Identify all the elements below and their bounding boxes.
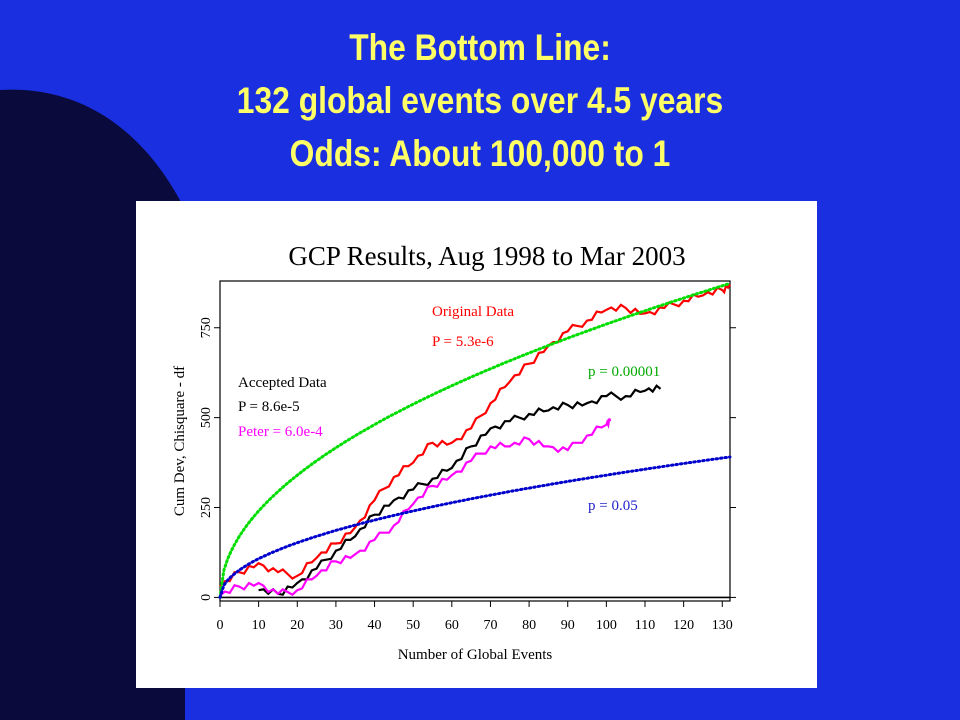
slide-title-line-1: The Bottom Line: xyxy=(349,27,611,68)
y-tick-label: 250 xyxy=(199,497,214,518)
series-layer xyxy=(218,282,732,599)
plot-frame xyxy=(219,280,731,602)
x-tick-label: 40 xyxy=(368,618,382,633)
x-tick-label: 20 xyxy=(290,618,304,633)
slide-title-line-3: Odds: About 100,000 to 1 xyxy=(289,133,671,174)
y-axis: 0 250 500 750 xyxy=(199,317,736,601)
x-tick-label: 10 xyxy=(252,618,266,633)
x-axis-label: Number of Global Events xyxy=(398,647,553,663)
original-p-label: P = 5.3e-6 xyxy=(432,334,494,350)
x-tick-label: 60 xyxy=(445,618,459,633)
x-tick-label: 70 xyxy=(483,618,497,633)
x-tick-label: 100 xyxy=(596,618,617,633)
p-005-label: p = 0.05 xyxy=(588,498,638,514)
series-line-p-0-05 xyxy=(218,455,732,599)
original-data-label: Original Data xyxy=(432,304,514,320)
y-axis-label: Cum Dev, Chisquare - df xyxy=(172,366,188,516)
x-tick-label: 0 xyxy=(217,618,224,633)
x-tick-label: 80 xyxy=(522,618,536,633)
accepted-data-label: Accepted Data xyxy=(238,375,327,391)
y-tick-label: 500 xyxy=(199,407,214,428)
series-line-original-data xyxy=(219,283,731,588)
x-tick-label: 90 xyxy=(561,618,575,633)
x-tick-label: 50 xyxy=(406,618,420,633)
p-00001-label: p = 0.00001 xyxy=(588,364,660,380)
slide-title-line-2: 132 global events over 4.5 years xyxy=(236,80,724,121)
chart-title: GCP Results, Aug 1998 to Mar 2003 xyxy=(288,241,685,271)
x-tick-label: 130 xyxy=(712,618,733,633)
chart-panel: GCP Results, Aug 1998 to Mar 2003 0 10 20 3… xyxy=(136,201,817,688)
peter-label: Peter = 6.0e-4 xyxy=(238,424,323,440)
x-axis: 0 10 20 30 40 50 60 70 80 90 100 110 120 130 xyxy=(217,601,733,633)
x-tick-label: 110 xyxy=(635,618,655,633)
y-tick-label: 0 xyxy=(199,594,214,601)
x-tick-label: 30 xyxy=(329,618,343,633)
y-tick-label: 750 xyxy=(199,317,214,338)
gcp-results-chart: GCP Results, Aug 1998 to Mar 2003 0 10 20 3… xyxy=(172,241,736,663)
series-line-p-0-00001 xyxy=(218,282,732,599)
series-line-accepted-data xyxy=(258,384,662,596)
series-line-peter-6-0e-4 xyxy=(219,418,612,597)
accepted-p-label: P = 8.6e-5 xyxy=(238,399,300,415)
x-tick-label: 120 xyxy=(673,618,694,633)
